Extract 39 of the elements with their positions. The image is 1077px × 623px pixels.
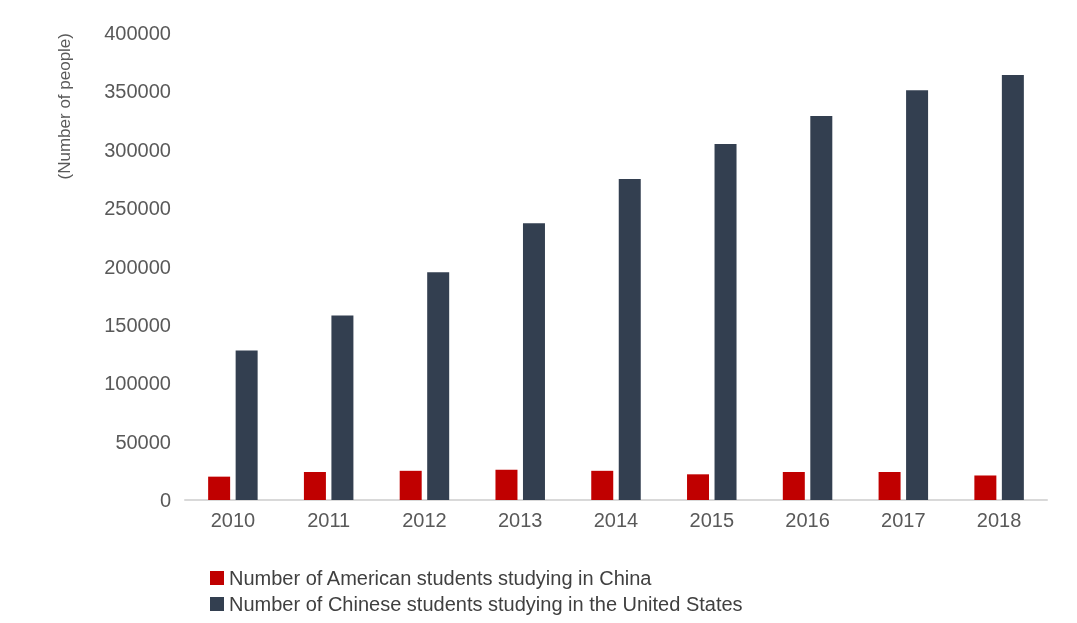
bar — [495, 469, 518, 500]
bar — [303, 471, 326, 500]
y-tick-label: 150000 — [104, 313, 171, 336]
bar — [331, 315, 354, 500]
bar — [687, 474, 710, 500]
y-tick-label: 50000 — [115, 430, 171, 453]
bar — [906, 90, 929, 500]
bar — [427, 272, 450, 500]
x-tick-label: 2016 — [785, 509, 830, 531]
y-tick-label: 300000 — [104, 138, 171, 161]
legend-label: Number of Chinese students studying in the United States — [229, 593, 743, 615]
y-tick-label: 200000 — [104, 255, 171, 278]
bar — [235, 350, 258, 500]
y-tick-label: 250000 — [104, 197, 171, 220]
bar — [522, 223, 545, 500]
bar — [878, 471, 901, 500]
x-tick-label: 2010 — [210, 509, 256, 531]
y-axis-title: (Number of people) — [55, 33, 74, 180]
x-tick-label: 2018 — [976, 509, 1022, 531]
y-tick-label: 350000 — [104, 80, 171, 103]
bar — [591, 470, 614, 500]
legend-label: Number of American students studying in China — [229, 567, 653, 589]
bar — [1001, 75, 1024, 500]
bar — [208, 476, 231, 500]
bar — [974, 475, 997, 500]
bar — [714, 143, 737, 500]
x-tick-label: 2012 — [402, 509, 447, 531]
x-tick-label: 2015 — [689, 509, 735, 531]
y-tick-label: 400000 — [104, 22, 171, 44]
y-tick-label: 100000 — [104, 372, 171, 395]
bar — [399, 470, 422, 500]
x-tick-label: 2011 — [307, 509, 351, 531]
bar — [782, 471, 805, 500]
bar — [810, 115, 833, 500]
y-tick-label: 0 — [159, 489, 171, 511]
x-tick-label: 2017 — [881, 509, 926, 531]
x-tick-label: 2013 — [497, 509, 543, 531]
x-tick-label: 2014 — [593, 509, 639, 531]
bar — [618, 178, 641, 500]
